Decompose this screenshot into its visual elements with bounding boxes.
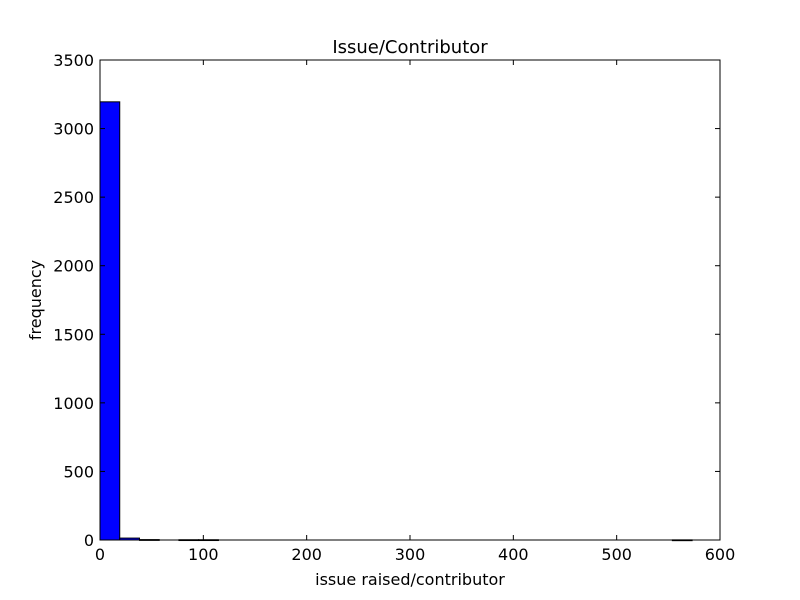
y-tick-label: 500 (63, 462, 94, 481)
x-tick-label: 100 (188, 545, 219, 564)
x-tick-label: 600 (705, 545, 736, 564)
x-tick-label: 500 (601, 545, 632, 564)
histogram-bar (99, 101, 121, 541)
x-tick-label: 300 (395, 545, 426, 564)
y-tick-label: 1000 (53, 394, 94, 413)
x-axis-label: issue raised/contributor (315, 570, 505, 589)
y-tick-label: 2500 (53, 188, 94, 207)
y-axis-label: frequency (26, 260, 45, 340)
x-tick-label: 200 (291, 545, 322, 564)
y-tick-label: 1500 (53, 325, 94, 344)
chart-title: Issue/Contributor (332, 37, 488, 58)
plot-area-frame (99, 59, 721, 541)
x-tick-label: 400 (498, 545, 529, 564)
y-tick-label: 3500 (53, 51, 94, 70)
y-tick-label: 2000 (53, 257, 94, 276)
y-tick-label: 0 (84, 531, 94, 550)
axis-ticks: 0 100 200 300 400 500 600 0 500 1000 1500 2000 2500 3… (53, 51, 735, 564)
y-tick-label: 3000 (53, 120, 94, 139)
x-tick-label: 0 (95, 545, 105, 564)
